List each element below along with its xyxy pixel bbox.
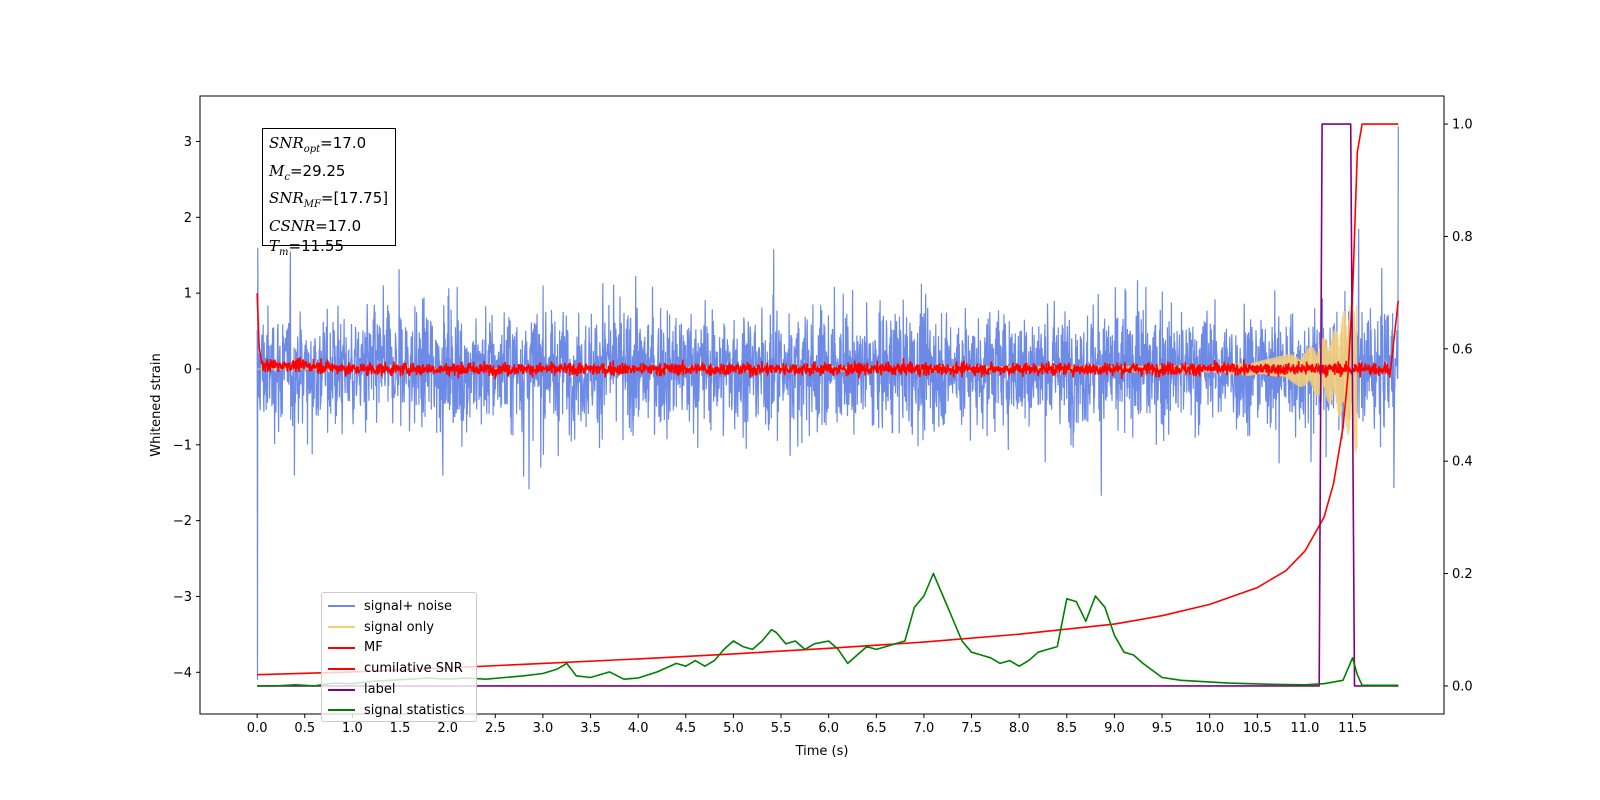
legend-swatch: [328, 667, 355, 670]
x-tick-label: 11.5: [1338, 721, 1367, 736]
legend-item-signal-only: signal only: [328, 617, 470, 638]
mf-line: [256, 293, 1400, 380]
y-tick-label: 3: [184, 135, 192, 150]
x-tick-label: 1.0: [342, 721, 363, 736]
y2-tick-label: 0.4: [1452, 455, 1473, 470]
y-tick-label: −4: [173, 666, 192, 681]
x-tick-label: 8.5: [1056, 721, 1077, 736]
y2-tick-label: 0.0: [1452, 679, 1473, 694]
tm-line: Tm=11.55: [269, 237, 345, 258]
legend: signal+ noise signal only MF cumilative …: [321, 592, 477, 722]
x-tick-label: 10.5: [1243, 721, 1272, 736]
x-tick-label: 5.5: [771, 721, 792, 736]
cumulative-snr-line: [257, 123, 1399, 676]
y-tick-label: −3: [173, 590, 192, 605]
mc-line: Mc=29.25: [269, 161, 346, 183]
y2-tick-label: 0.2: [1452, 567, 1473, 582]
plot-frame: [199, 95, 1445, 715]
x-axis-ticks: 0.0 0.5 1.0 1.5 2.0 2.5 3.0 3.5 4.0 4.5 5.0 5.5 6.0 6…: [247, 714, 1367, 736]
x-tick-label: 3.5: [580, 721, 601, 736]
x-tick-label: 10.0: [1195, 721, 1224, 736]
legend-item-signal-statistics: signal statistics: [328, 700, 470, 721]
x-tick-label: 3.0: [533, 721, 554, 736]
y-tick-label: 1: [184, 287, 192, 302]
snr-mf-line: SNRMF=[17.75]: [269, 189, 389, 210]
legend-swatch: [328, 605, 355, 608]
x-tick-label: 8.0: [1009, 721, 1030, 736]
x-tick-label: 6.5: [866, 721, 887, 736]
x-tick-label: 11.0: [1290, 721, 1319, 736]
legend-item-cumulative-snr: cumilative SNR: [328, 658, 470, 679]
legend-swatch: [328, 646, 355, 649]
x-tick-label: 4.5: [675, 721, 696, 736]
y2-tick-label: 0.8: [1452, 230, 1473, 245]
y-tick-label: −2: [173, 514, 192, 529]
y2-axis-ticks: 1.0 0.8 0.6 0.4 0.2 0.0: [1444, 118, 1473, 694]
x-tick-label: 7.0: [914, 721, 935, 736]
x-tick-label: 7.5: [961, 721, 982, 736]
x-tick-label: 4.0: [628, 721, 649, 736]
legend-swatch: [328, 688, 355, 691]
x-tick-label: 2.0: [437, 721, 458, 736]
x-axis-label: Time (s): [795, 744, 849, 759]
csnr-line: CSNR=17.0: [269, 216, 362, 235]
annotation-box: SNRopt=17.0 Mc=29.25 SNRMF=[17.75] CSNR=…: [262, 128, 396, 258]
x-tick-label: 6.0: [818, 721, 839, 736]
y2-tick-label: 1.0: [1452, 118, 1473, 133]
y-axis-label: Whitened strain: [149, 353, 164, 456]
legend-item-signal-noise: signal+ noise: [328, 596, 470, 617]
x-tick-label: 0.0: [247, 721, 268, 736]
signal-statistics-line: [257, 572, 1399, 687]
snr-opt-line: SNRopt=17.0: [269, 134, 367, 155]
legend-item-label: label: [328, 679, 470, 700]
y-tick-label: −1: [173, 438, 192, 453]
y-tick-label: 0: [184, 362, 192, 377]
y-axis-ticks: 3 2 1 0 −1 −2 −3 −4: [173, 135, 200, 681]
series-layer: [256, 123, 1400, 687]
x-tick-label: 5.0: [723, 721, 744, 736]
x-tick-label: 2.5: [485, 721, 506, 736]
y2-tick-label: 0.6: [1452, 342, 1473, 357]
x-tick-label: 0.5: [294, 721, 315, 736]
legend-item-mf: MF: [328, 638, 470, 659]
y-tick-label: 2: [184, 211, 192, 226]
legend-swatch: [328, 626, 355, 629]
x-tick-label: 9.5: [1152, 721, 1173, 736]
legend-swatch: [328, 709, 355, 712]
signal-noise-line: [256, 126, 1399, 680]
x-tick-label: 9.0: [1104, 721, 1125, 736]
x-tick-label: 1.5: [390, 721, 411, 736]
